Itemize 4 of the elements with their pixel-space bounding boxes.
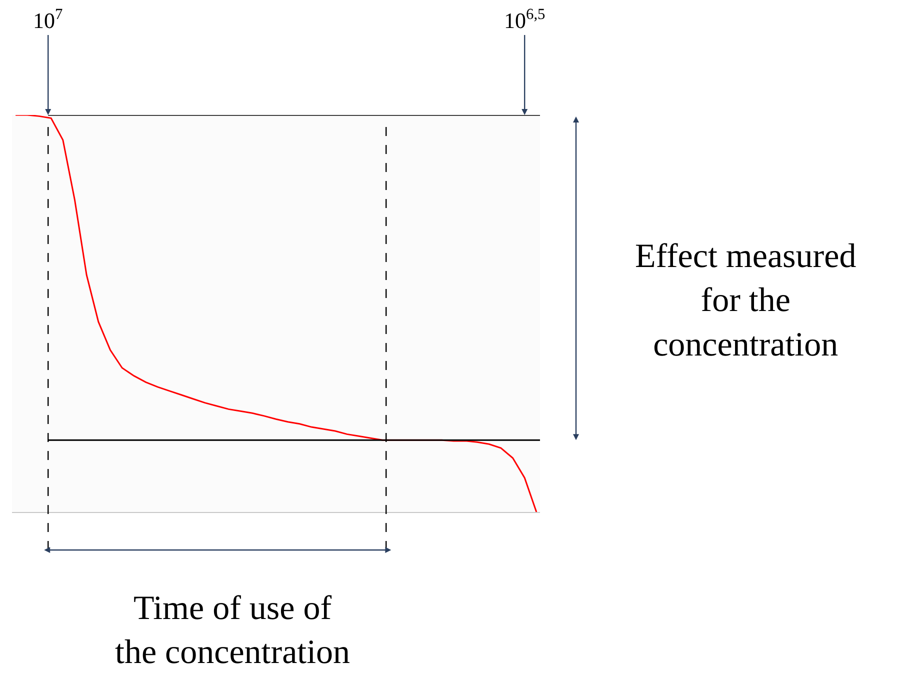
text: 10$^{6,5}$ — [504, 6, 546, 34]
text: Effect measured for the concentration — [635, 238, 856, 364]
text: 10$^{7}$ — [33, 6, 63, 34]
text: Time of use of the concentration — [115, 590, 350, 672]
